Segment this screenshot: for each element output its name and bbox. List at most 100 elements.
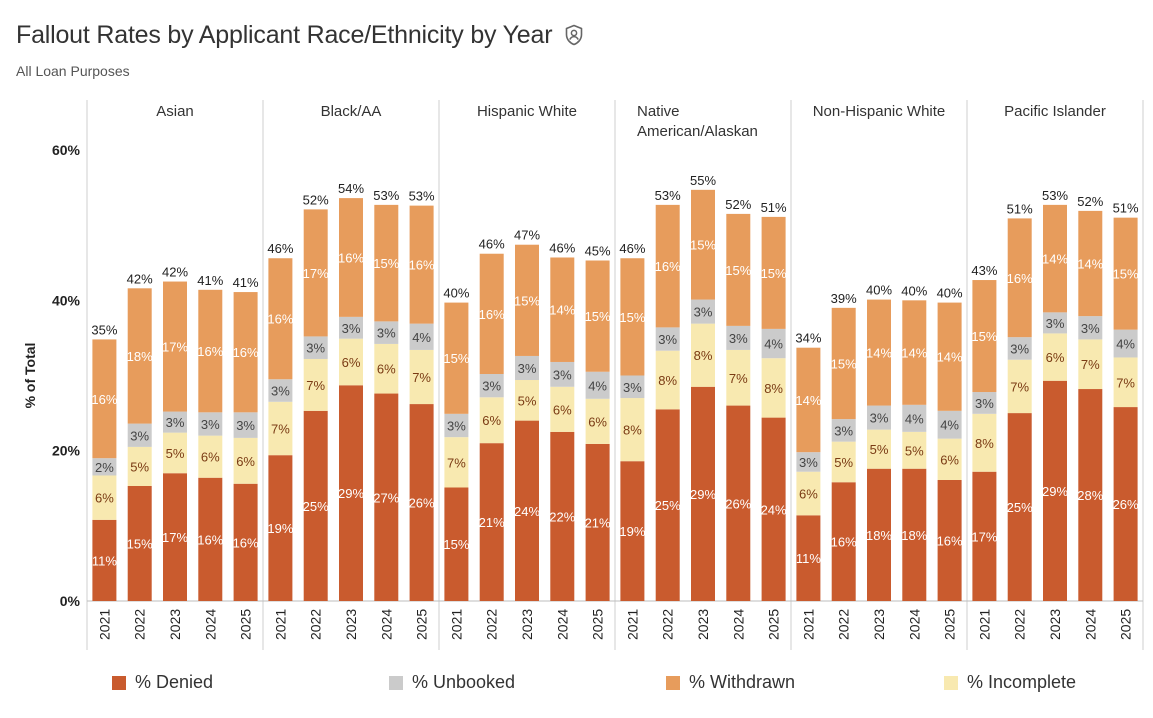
data-label-incomplete-1-2025: 7% bbox=[412, 370, 431, 385]
total-label-3-2021: 46% bbox=[619, 241, 645, 256]
data-label-denied-0-2021: 11% bbox=[92, 553, 117, 568]
total-label-3-2025: 51% bbox=[761, 200, 787, 215]
legend-label-unbooked: % Unbooked bbox=[412, 672, 516, 692]
total-label-2-2022: 46% bbox=[479, 237, 505, 252]
legend-item-unbooked[interactable]: % Unbooked bbox=[389, 672, 515, 693]
legend-item-withdrawn[interactable]: % Withdrawn bbox=[666, 672, 795, 693]
data-label-unbooked-0-2021: 2% bbox=[95, 460, 114, 475]
y-tick-label: 20% bbox=[52, 443, 81, 459]
data-label-unbooked-3-2024: 3% bbox=[729, 331, 748, 346]
x-tick-label-4-2021: 2021 bbox=[800, 609, 816, 640]
y-axis-label: % of Total bbox=[22, 343, 38, 409]
bar-unbooked-3-2023 bbox=[691, 299, 715, 324]
bar-unbooked-2-2022 bbox=[479, 373, 504, 398]
data-label-denied-2-2021: 15% bbox=[443, 537, 469, 552]
data-label-denied-4-2023: 18% bbox=[866, 528, 892, 543]
bar-denied-5-2023 bbox=[1043, 380, 1067, 601]
bar-withdrawn-1-2024 bbox=[374, 204, 399, 322]
bar-unbooked-0-2021 bbox=[92, 458, 117, 476]
bar-unbooked-3-2025 bbox=[761, 328, 786, 359]
data-label-denied-0-2024: 16% bbox=[197, 532, 223, 547]
total-label-1-2023: 54% bbox=[338, 181, 364, 196]
total-label-2-2023: 47% bbox=[514, 228, 540, 243]
data-label-denied-4-2024: 18% bbox=[901, 528, 927, 543]
bar-incomplete-5-2023 bbox=[1043, 333, 1067, 381]
chart-subtitle: All Loan Purposes bbox=[16, 63, 130, 79]
bar-withdrawn-0-2023 bbox=[163, 281, 187, 412]
bar-incomplete-4-2025 bbox=[937, 438, 962, 480]
bar-denied-3-2023 bbox=[691, 386, 715, 601]
bar-unbooked-3-2021 bbox=[620, 375, 645, 399]
x-tick-label-4-2022: 2022 bbox=[836, 609, 852, 640]
data-label-withdrawn-4-2021: 14% bbox=[795, 393, 821, 408]
bar-withdrawn-5-2024 bbox=[1078, 210, 1103, 317]
bar-denied-0-2024 bbox=[198, 477, 223, 601]
data-label-incomplete-4-2024: 5% bbox=[905, 443, 924, 458]
bar-withdrawn-3-2022 bbox=[655, 204, 680, 328]
legend-item-incomplete[interactable]: % Incomplete bbox=[944, 672, 1076, 693]
legend-item-denied[interactable]: % Denied bbox=[112, 672, 213, 693]
x-tick-label-5-2024: 2024 bbox=[1082, 609, 1098, 640]
total-label-0-2024: 41% bbox=[197, 273, 223, 288]
data-label-denied-4-2025: 16% bbox=[937, 533, 963, 548]
data-label-unbooked-5-2022: 3% bbox=[1010, 341, 1029, 356]
data-label-denied-1-2025: 26% bbox=[409, 496, 435, 511]
data-label-incomplete-5-2024: 7% bbox=[1081, 357, 1100, 372]
bar-unbooked-4-2023 bbox=[867, 405, 891, 430]
legend-swatch-denied bbox=[112, 675, 126, 690]
data-label-denied-0-2023: 17% bbox=[162, 530, 188, 545]
bar-denied-0-2023 bbox=[163, 473, 187, 601]
panel-header-5: Pacific Islander bbox=[1004, 103, 1106, 120]
bar-withdrawn-0-2021 bbox=[92, 339, 117, 459]
bar-withdrawn-1-2025 bbox=[409, 205, 434, 324]
bar-incomplete-2-2023 bbox=[515, 380, 539, 421]
bar-withdrawn-4-2021 bbox=[796, 347, 821, 453]
bar-withdrawn-0-2022 bbox=[127, 288, 152, 424]
y-tick-label: 0% bbox=[60, 593, 81, 609]
total-label-5-2021: 43% bbox=[971, 263, 997, 278]
data-label-withdrawn-5-2023: 14% bbox=[1042, 252, 1068, 267]
x-tick-label-5-2021: 2021 bbox=[976, 609, 992, 640]
bar-denied-4-2024 bbox=[902, 468, 927, 601]
total-label-3-2024: 52% bbox=[725, 197, 751, 212]
data-label-incomplete-3-2022: 8% bbox=[658, 373, 677, 388]
bar-incomplete-2-2024 bbox=[550, 386, 575, 432]
bar-incomplete-4-2022 bbox=[831, 441, 856, 483]
data-label-unbooked-5-2025: 4% bbox=[1116, 337, 1135, 352]
bar-unbooked-4-2022 bbox=[831, 419, 856, 442]
x-tick-label-0-2021: 2021 bbox=[96, 609, 112, 640]
data-label-withdrawn-1-2021: 16% bbox=[267, 312, 293, 327]
bar-unbooked-0-2023 bbox=[163, 411, 187, 433]
data-label-incomplete-1-2022: 7% bbox=[306, 378, 325, 393]
data-label-incomplete-2-2025: 6% bbox=[588, 414, 607, 429]
x-tick-label-4-2025: 2025 bbox=[942, 609, 958, 640]
bar-denied-3-2025 bbox=[761, 417, 786, 601]
bar-unbooked-2-2023 bbox=[515, 355, 539, 381]
bar-denied-1-2021 bbox=[268, 455, 293, 601]
bar-incomplete-5-2025 bbox=[1113, 357, 1138, 408]
bar-incomplete-3-2021 bbox=[620, 398, 645, 462]
bar-denied-3-2022 bbox=[655, 409, 680, 601]
x-tick-label-1-2021: 2021 bbox=[272, 609, 288, 640]
bar-withdrawn-5-2021 bbox=[972, 280, 997, 393]
x-tick-label-5-2022: 2022 bbox=[1012, 609, 1028, 640]
bar-withdrawn-2-2025 bbox=[585, 260, 610, 372]
data-label-denied-3-2024: 26% bbox=[725, 496, 751, 511]
data-label-withdrawn-0-2024: 16% bbox=[197, 344, 223, 359]
bar-withdrawn-0-2025 bbox=[233, 292, 258, 413]
bar-withdrawn-2-2021 bbox=[444, 302, 469, 414]
data-label-incomplete-5-2021: 8% bbox=[975, 436, 994, 451]
bar-denied-1-2024 bbox=[374, 393, 399, 601]
x-tick-label-5-2023: 2023 bbox=[1047, 609, 1063, 640]
data-label-denied-1-2023: 29% bbox=[338, 486, 364, 501]
data-label-withdrawn-3-2023: 15% bbox=[690, 238, 716, 253]
x-tick-label-4-2024: 2024 bbox=[906, 609, 922, 640]
bar-denied-5-2025 bbox=[1113, 407, 1138, 601]
stacked-bar-chart: % of Total 0% 20% 40% 60% Asian 11% 6% 2% 16% 35% 2… bbox=[22, 100, 1144, 650]
data-label-denied-1-2022: 25% bbox=[303, 499, 329, 514]
data-label-withdrawn-5-2024: 14% bbox=[1077, 257, 1103, 272]
bar-withdrawn-4-2025 bbox=[937, 302, 962, 411]
shield-user-icon[interactable] bbox=[564, 24, 584, 46]
total-label-3-2023: 55% bbox=[690, 173, 716, 188]
data-label-unbooked-3-2022: 3% bbox=[658, 332, 677, 347]
